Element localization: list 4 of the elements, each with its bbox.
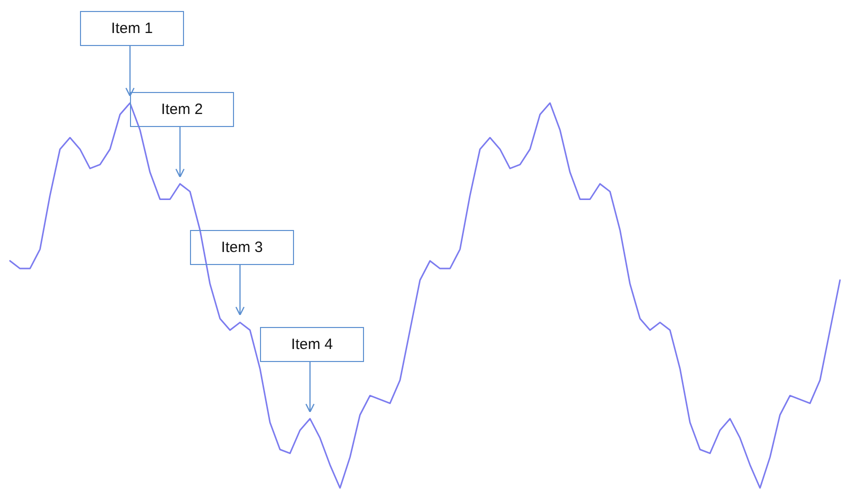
annotation: Item 2 — [130, 92, 234, 127]
annotation: Item 4 — [260, 326, 364, 362]
annotation: Item 3 — [190, 230, 294, 266]
annotation: Item 1 — [80, 11, 184, 46]
